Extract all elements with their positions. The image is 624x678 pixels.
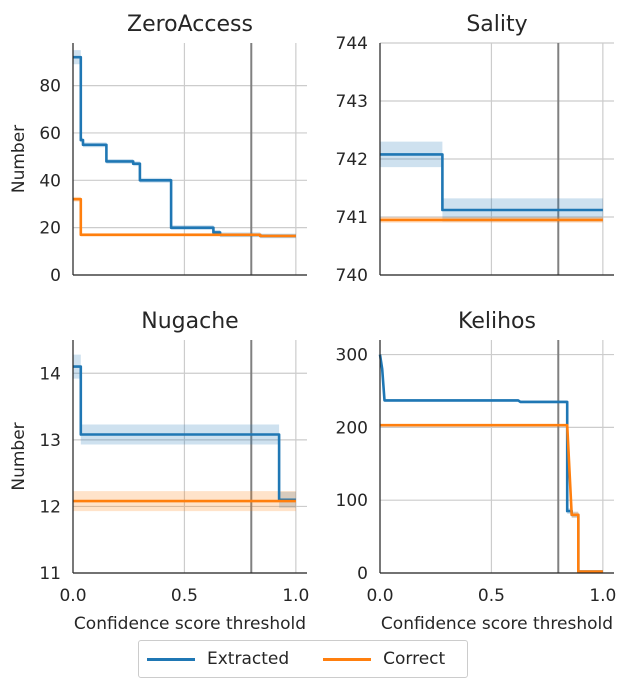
y-tick-label: 0 <box>357 564 368 584</box>
y-tick-label: 200 <box>336 418 368 438</box>
x-axis-label: Confidence score threshold <box>74 614 306 634</box>
series-line-extracted <box>73 365 296 502</box>
series-line-correct <box>73 197 296 238</box>
panel-title: Sality <box>466 12 527 37</box>
y-tick-label: 743 <box>336 92 368 112</box>
panel-nugache: 11 12 13 14 0.0 0.5 1.0 Nugache Confidence score… <box>9 309 309 634</box>
x-tick-label: 0.0 <box>366 586 393 606</box>
y-tick-label: 60 <box>39 124 61 144</box>
y-tick-label: 11 <box>39 564 61 584</box>
y-tick-label: 13 <box>39 431 61 451</box>
legend-label-extracted: Extracted <box>207 649 290 669</box>
y-tick-label: 741 <box>336 208 368 228</box>
y-tick-label: 744 <box>336 34 368 54</box>
x-tick-label: 1.0 <box>282 586 309 606</box>
y-tick-label: 740 <box>336 266 368 286</box>
legend: Extracted Correct <box>138 640 468 678</box>
legend-item-correct: Correct <box>323 649 445 669</box>
x-tick-label: 0.5 <box>171 586 198 606</box>
panel-sality: 740 741 742 743 744 Sality <box>336 12 614 286</box>
legend-label-correct: Correct <box>383 649 446 669</box>
legend-swatch-correct <box>323 657 372 661</box>
x-axis-label: Confidence score threshold <box>381 614 613 634</box>
y-tick-label: 20 <box>39 219 61 239</box>
band-correct <box>73 196 296 238</box>
panel-title: ZeroAccess <box>127 12 253 37</box>
band-extracted <box>380 141 603 222</box>
panel-zeroaccess: 0 20 40 60 80 ZeroAccess Number <box>9 12 307 286</box>
y-tick-label: 100 <box>336 491 368 511</box>
series-line-extracted <box>380 153 603 212</box>
y-tick-label: 0 <box>50 266 61 286</box>
y-tick-label: 14 <box>39 364 61 384</box>
x-tick-label: 1.0 <box>589 586 616 606</box>
y-axis-label: Number <box>9 422 29 490</box>
x-tick-label: 0.0 <box>59 586 86 606</box>
panel-title: Kelihos <box>458 309 536 334</box>
panel-kelihos: 0 100 200 300 0.0 0.5 1.0 Kelihos Confidence sco… <box>336 309 617 634</box>
y-tick-label: 300 <box>336 346 368 366</box>
band-extracted <box>73 354 296 508</box>
figure: 0 20 40 60 80 ZeroAccess Number 740 741 742 743 744… <box>9 12 617 634</box>
y-tick-label: 742 <box>336 150 368 170</box>
legend-item-extracted: Extracted <box>147 649 289 669</box>
y-tick-label: 12 <box>39 497 61 517</box>
panel-title: Nugache <box>141 309 238 334</box>
legend-swatch-extracted <box>147 657 195 661</box>
series-line-correct <box>380 423 603 573</box>
y-tick-label: 40 <box>39 171 61 191</box>
x-tick-label: 0.5 <box>478 586 505 606</box>
y-tick-label: 80 <box>39 77 61 97</box>
y-axis-label: Number <box>9 125 29 193</box>
